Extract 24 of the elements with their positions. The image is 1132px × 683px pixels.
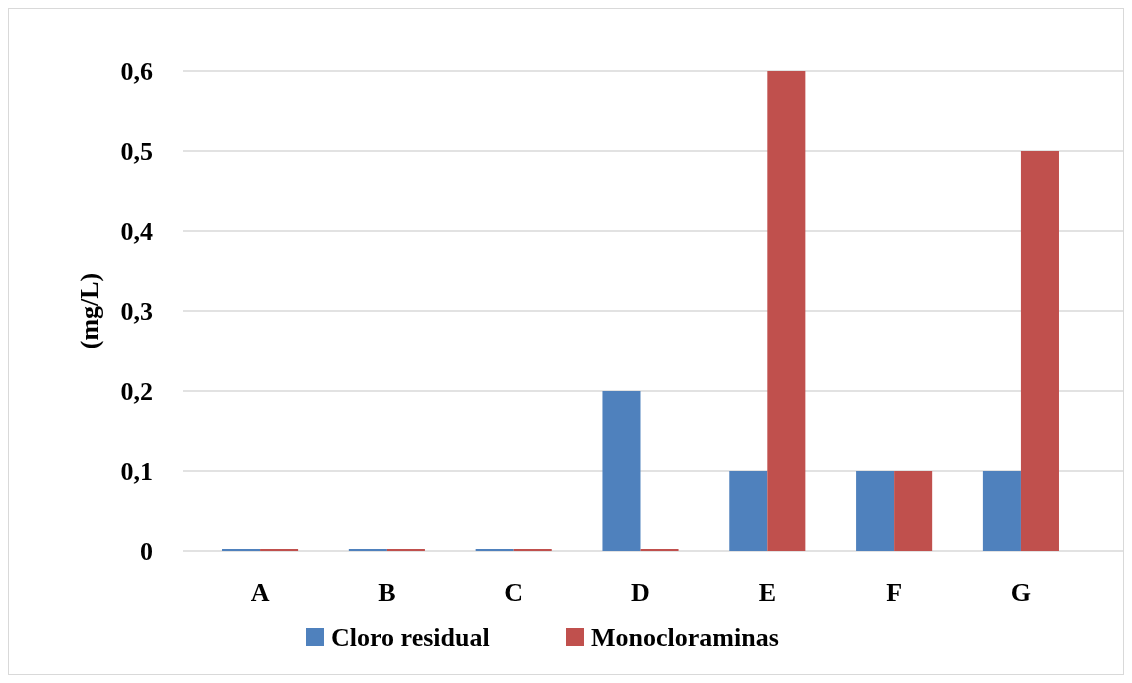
y-tick-label: 0,5 — [120, 137, 153, 167]
bar — [982, 471, 1021, 551]
y-tick-label: 0,2 — [120, 377, 153, 407]
legend-label: Monocloraminas — [591, 623, 779, 653]
y-axis-title: (mg/L) — [75, 272, 104, 350]
bar — [1020, 151, 1059, 551]
bar — [729, 471, 768, 551]
x-tick-label: A — [250, 578, 270, 607]
x-tick-label: G — [1010, 578, 1032, 607]
y-tick-label: 0 — [140, 537, 153, 567]
x-tick-label: C — [504, 578, 524, 607]
y-tick-label: 0,1 — [120, 457, 153, 487]
bar — [856, 471, 895, 551]
bar — [894, 471, 933, 551]
y-tick-label: 0,6 — [120, 57, 153, 87]
y-tick-label: 0,3 — [120, 297, 153, 327]
x-tick-label: D — [631, 578, 650, 607]
x-tick-label: E — [758, 578, 776, 607]
bar — [767, 71, 806, 551]
x-tick-label: B — [378, 578, 396, 607]
x-tick-label: F — [886, 578, 903, 607]
legend-label: Cloro residual — [331, 623, 490, 653]
bar — [602, 391, 641, 551]
y-tick-label: 0,4 — [120, 217, 153, 247]
